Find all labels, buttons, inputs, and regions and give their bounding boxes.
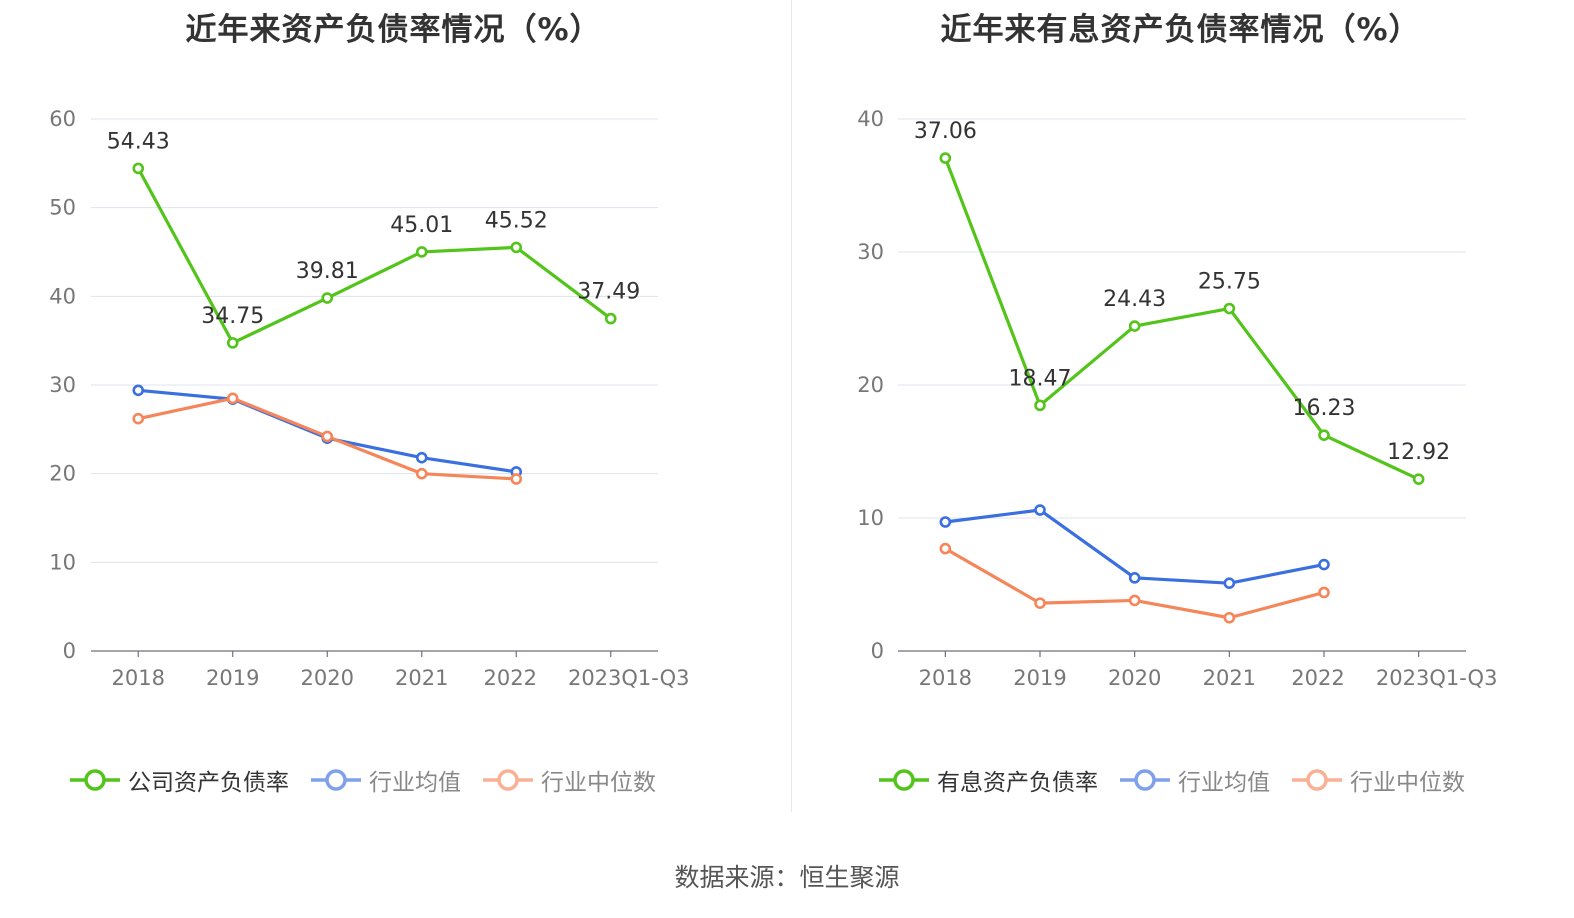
data-label: 16.23	[1293, 396, 1356, 421]
y-tick-label: 30	[857, 240, 884, 264]
x-tick-label: 2022	[1291, 666, 1344, 690]
data-point[interactable]	[1318, 429, 1330, 441]
data-point[interactable]	[1223, 577, 1236, 589]
data-point[interactable]	[1318, 586, 1330, 599]
data-point[interactable]	[415, 246, 428, 258]
data-point[interactable]	[226, 337, 239, 349]
data-label: 54.43	[107, 129, 170, 154]
chart-title: 近年来资产负债率情况（%）	[185, 12, 602, 48]
data-point[interactable]	[1128, 572, 1141, 584]
y-tick-label: 60	[49, 107, 76, 131]
x-tick-label: 2020	[301, 666, 354, 690]
data-point[interactable]	[132, 162, 145, 175]
legend-swatch-icon	[879, 769, 929, 791]
data-point[interactable]	[1412, 473, 1425, 485]
data-label: 37.06	[914, 119, 977, 144]
data-source-note: 数据来源：恒生聚源	[674, 863, 900, 892]
legend-item[interactable]: 行业均值	[1120, 763, 1270, 797]
line-chart-interest-bearing-liability: 0 10 20 30 40 2018 2019 2020 2021 2022 2023Q1-Q3 37…	[857, 107, 1498, 690]
data-label: 25.75	[1198, 270, 1261, 295]
data-label: 18.47	[1009, 366, 1072, 391]
y-tick-label: 0	[871, 639, 884, 663]
legend-swatch-icon	[1292, 769, 1342, 791]
data-point[interactable]	[1034, 504, 1046, 516]
y-tick-label: 0	[63, 639, 76, 663]
data-point[interactable]	[1034, 399, 1046, 412]
legend-label: 行业中位数	[1350, 770, 1465, 796]
y-tick-label: 20	[49, 462, 76, 486]
data-point[interactable]	[1223, 302, 1236, 315]
data-point[interactable]	[604, 312, 617, 325]
data-label: 37.49	[577, 280, 640, 305]
x-tick-label: 2019	[206, 666, 259, 690]
data-point[interactable]	[939, 152, 952, 164]
series-line	[136, 167, 612, 345]
x-tick-label: 2023Q1-Q3	[568, 666, 690, 690]
x-tick-label: 2023Q1-Q3	[1376, 666, 1498, 690]
legend-label: 行业均值	[369, 770, 461, 796]
data-point[interactable]	[1223, 611, 1236, 624]
legend-swatch-icon	[311, 769, 361, 791]
chart-panel-left: 近年来资产负债率情况（%） 0 10 20 30 40 50 60 2018 2019 2020 2…	[0, 0, 787, 820]
y-tick-label: 10	[857, 506, 884, 530]
data-point[interactable]	[415, 467, 428, 480]
chart-legend: 有息资产负债率 行业均值 行业中位数	[879, 762, 1487, 798]
legend-label: 公司资产负债率	[128, 770, 289, 796]
data-point[interactable]	[1128, 320, 1141, 332]
x-tick-label: 2021	[395, 666, 448, 690]
legend-item[interactable]: 公司资产负债率	[70, 763, 289, 797]
data-point[interactable]	[1034, 597, 1046, 609]
x-tick-label: 2018	[112, 666, 165, 690]
series-line	[943, 157, 1420, 481]
data-label: 12.92	[1387, 440, 1450, 465]
x-tick-label: 2018	[919, 666, 972, 690]
legend-swatch-icon	[70, 769, 120, 791]
x-tick-label: 2020	[1108, 666, 1161, 690]
legend-label: 行业均值	[1178, 770, 1270, 796]
data-point[interactable]	[132, 412, 145, 425]
data-point[interactable]	[939, 542, 952, 555]
y-tick-label: 10	[49, 550, 76, 574]
data-point[interactable]	[1318, 558, 1330, 571]
data-point[interactable]	[415, 451, 428, 464]
chart-panel-right: 近年来有息资产负债率情况（%） 0 10 20 30 40 2018 2019 2020 202…	[787, 0, 1574, 820]
data-label: 24.43	[1103, 287, 1166, 312]
data-point[interactable]	[321, 292, 334, 304]
data-label: 45.01	[390, 213, 453, 238]
legend-item[interactable]: 行业均值	[311, 763, 461, 797]
data-point[interactable]	[321, 430, 334, 443]
data-point[interactable]	[1128, 594, 1141, 607]
legend-label: 有息资产负债率	[937, 770, 1098, 796]
data-point[interactable]	[132, 384, 145, 397]
legend-label: 行业中位数	[541, 770, 656, 796]
line-chart-asset-liability: 0 10 20 30 40 50 60 2018 2019 2020 2021 2022 2023Q1-…	[49, 107, 690, 690]
y-tick-label: 40	[49, 284, 76, 308]
legend-item[interactable]: 行业中位数	[1292, 763, 1465, 797]
data-point[interactable]	[510, 473, 523, 485]
panel-divider	[791, 0, 792, 812]
y-tick-label: 40	[857, 107, 884, 131]
y-tick-label: 20	[857, 373, 884, 397]
data-label: 39.81	[296, 259, 359, 284]
chart-legend: 公司资产负债率 行业均值 行业中位数	[70, 762, 678, 798]
data-label: 45.52	[485, 208, 548, 233]
legend-swatch-icon	[483, 769, 533, 791]
chart-title: 近年来有息资产负债率情况（%）	[940, 12, 1421, 48]
legend-item[interactable]: 有息资产负债率	[879, 763, 1098, 797]
y-tick-label: 30	[49, 373, 76, 397]
y-tick-label: 50	[49, 196, 76, 220]
data-point[interactable]	[226, 392, 239, 405]
data-point[interactable]	[939, 516, 952, 528]
legend-item[interactable]: 行业中位数	[483, 763, 656, 797]
x-tick-label: 2021	[1203, 666, 1256, 690]
x-tick-label: 2022	[484, 666, 537, 690]
x-tick-label: 2019	[1013, 666, 1066, 690]
data-point[interactable]	[510, 241, 523, 254]
data-label: 34.75	[201, 304, 264, 329]
legend-swatch-icon	[1120, 769, 1170, 791]
